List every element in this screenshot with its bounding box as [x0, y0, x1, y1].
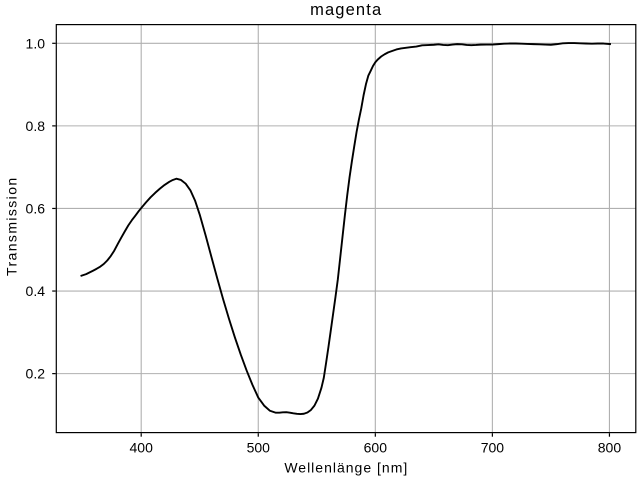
svg-text:400: 400 — [130, 440, 154, 456]
svg-text:0.8: 0.8 — [26, 118, 46, 134]
svg-text:800: 800 — [598, 440, 622, 456]
svg-text:0.2: 0.2 — [26, 366, 46, 382]
svg-text:1.0: 1.0 — [26, 35, 46, 51]
svg-text:Transmission: Transmission — [3, 176, 19, 276]
svg-text:700: 700 — [481, 440, 505, 456]
svg-text:0.4: 0.4 — [26, 283, 46, 299]
svg-text:500: 500 — [247, 440, 271, 456]
svg-text:magenta: magenta — [310, 1, 382, 19]
svg-text:0.6: 0.6 — [26, 200, 46, 216]
svg-text:600: 600 — [364, 440, 388, 456]
svg-text:Wellenlänge [nm]: Wellenlänge [nm] — [284, 459, 408, 475]
